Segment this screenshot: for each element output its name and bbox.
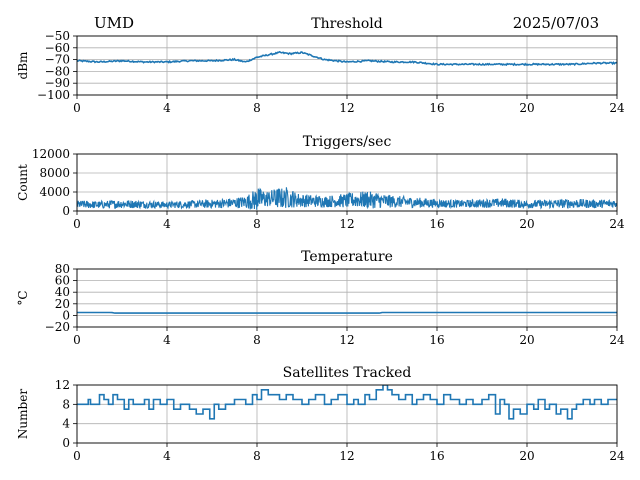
y-axis-label: Count (16, 164, 30, 201)
series-line (77, 311, 617, 314)
x-tick-label: 4 (163, 217, 171, 231)
x-tick-label: 12 (339, 101, 354, 115)
x-tick-label: 8 (253, 217, 261, 231)
y-tick-label: −80 (45, 64, 70, 78)
y-tick-label: 12 (55, 378, 70, 392)
chart-panel-1: 0 4 8 12 16 20 24 −100−90−80−70−60−50 Threshold d… (16, 16, 625, 115)
x-tick-label: 0 (73, 217, 81, 231)
y-axis-label: dBm (16, 51, 30, 80)
chart-title: Triggers/sec (303, 134, 392, 150)
x-tick-label: 8 (253, 449, 261, 463)
y-tick-label: −60 (45, 41, 70, 55)
chart-title: Satellites Tracked (283, 365, 412, 381)
y-tick-label: 0 (62, 308, 70, 322)
header-left-label: UMD (94, 14, 134, 32)
x-tick-label: 20 (519, 101, 534, 115)
x-tick-label: 16 (429, 333, 444, 347)
x-tick-label: 24 (609, 101, 625, 115)
series-line (77, 385, 617, 420)
y-tick-label: −20 (45, 320, 70, 334)
x-tick-label: 0 (73, 449, 81, 463)
y-tick-label: 80 (55, 262, 70, 276)
y-tick-label: 8000 (39, 166, 70, 180)
x-tick-label: 24 (609, 449, 625, 463)
y-axis-label: °C (16, 290, 30, 305)
y-tick-label: 0 (62, 436, 70, 450)
y-tick-label: 8 (62, 397, 70, 411)
y-tick-label: −90 (45, 76, 70, 90)
y-tick-label: 0 (62, 204, 70, 218)
y-tick-label: −70 (45, 53, 70, 67)
x-tick-label: 16 (429, 101, 444, 115)
y-axis-label: Number (16, 389, 30, 439)
header-right-date: 2025/07/03 (513, 14, 599, 32)
x-tick-label: 4 (163, 333, 171, 347)
x-tick-label: 4 (163, 449, 171, 463)
x-tick-label: 12 (339, 217, 354, 231)
x-tick-label: 20 (519, 217, 534, 231)
chart-panel-2: 0 4 8 12 16 20 24 0 4000 8000 12000 Triggers/sec Cou… (16, 134, 625, 231)
y-tick-label: 4000 (39, 185, 70, 199)
x-tick-label: 0 (73, 333, 81, 347)
x-tick-label: 4 (163, 101, 171, 115)
x-tick-label: 16 (429, 217, 444, 231)
y-tick-label: 20 (55, 297, 70, 311)
x-tick-label: 24 (609, 333, 625, 347)
x-tick-label: 8 (253, 101, 261, 115)
x-tick-label: 20 (519, 449, 534, 463)
x-tick-label: 12 (339, 449, 354, 463)
x-tick-label: 20 (519, 333, 534, 347)
y-tick-label: 60 (55, 274, 70, 288)
x-tick-label: 16 (429, 449, 444, 463)
y-tick-label: 4 (62, 417, 70, 431)
x-tick-label: 0 (73, 101, 81, 115)
y-tick-label: 40 (55, 285, 70, 299)
series-line (77, 187, 617, 210)
x-tick-label: 12 (339, 333, 354, 347)
chart-title: Threshold (311, 16, 382, 32)
chart-title: Temperature (301, 249, 393, 265)
x-tick-label: 8 (253, 333, 261, 347)
x-tick-label: 24 (609, 217, 625, 231)
chart-panel-4: 0 4 8 12 16 20 24 0 4 8 12 Satellites Tracked Number (16, 365, 625, 463)
series-line (77, 50, 617, 67)
y-tick-label: −50 (45, 29, 70, 43)
y-tick-label: −100 (37, 88, 70, 102)
y-tick-label: 12000 (32, 147, 70, 161)
